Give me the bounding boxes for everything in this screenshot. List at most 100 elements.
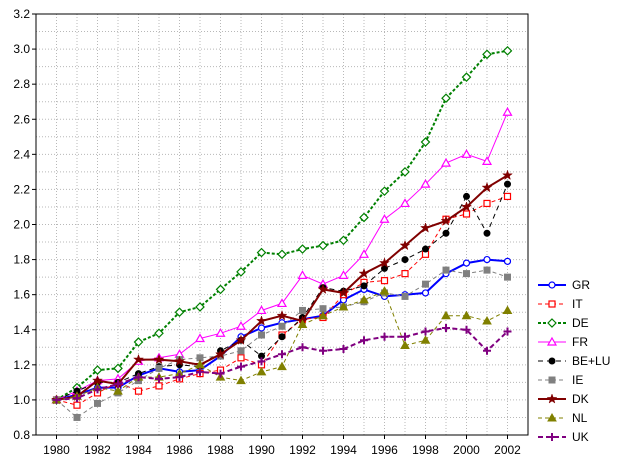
- data-point: [153, 353, 165, 365]
- data-point: [379, 286, 390, 295]
- data-point: [503, 327, 512, 336]
- data-point: [174, 307, 185, 318]
- y-tick-label: 2.8: [13, 77, 30, 91]
- y-tick-label: 3.0: [13, 42, 30, 56]
- data-point: [93, 385, 102, 394]
- legend-label: UK: [572, 430, 589, 444]
- data-point: [483, 255, 491, 264]
- data-point: [299, 306, 306, 314]
- data-point: [277, 361, 287, 371]
- data-point: [258, 331, 265, 339]
- legend-swatch-marker: [546, 336, 558, 346]
- data-point: [401, 292, 409, 300]
- data-point: [134, 387, 143, 395]
- data-point: [276, 298, 288, 308]
- data-point: [420, 137, 431, 147]
- data-point: [257, 324, 266, 332]
- data-point: [175, 373, 184, 382]
- legend-swatch-marker: [548, 357, 556, 365]
- y-tick-label: 1.8: [13, 253, 30, 267]
- legend-item-de: DE: [538, 316, 589, 330]
- data-point: [399, 198, 411, 208]
- data-point: [359, 294, 369, 304]
- data-point: [481, 181, 493, 193]
- series-line-it: [56, 195, 508, 406]
- y-tick-label: 2.6: [13, 112, 30, 126]
- x-tick-label: 1980: [43, 443, 70, 457]
- data-point: [113, 386, 123, 395]
- legend-item-ie: IE: [538, 373, 583, 387]
- legend-item-it: IT: [538, 297, 583, 311]
- data-point: [502, 45, 513, 56]
- data-point: [422, 245, 429, 253]
- legend-label: DK: [572, 392, 589, 406]
- x-tick-label: 1982: [84, 443, 111, 457]
- y-axis: 0.8 1.0 1.2 1.4 1.6 1.8 2.0 2.2 2.4 2.6 2.8 3.0 3.2: [13, 7, 36, 442]
- data-point: [481, 156, 493, 165]
- y-tick-label: 0.8: [13, 428, 30, 442]
- x-tick-label: 1998: [412, 443, 439, 457]
- y-tick-label: 2.2: [13, 182, 30, 196]
- data-point: [462, 259, 471, 267]
- data-point: [463, 270, 470, 278]
- data-point: [462, 325, 471, 334]
- data-point: [504, 180, 511, 188]
- legend-box: [534, 271, 618, 443]
- data-point: [297, 244, 308, 254]
- y-tick-label: 1.0: [13, 393, 30, 407]
- data-point: [237, 362, 245, 371]
- data-point: [256, 366, 267, 376]
- y-tick-label: 1.4: [13, 323, 30, 337]
- x-tick-label: 1994: [330, 443, 357, 457]
- data-point: [173, 355, 186, 367]
- data-point: [401, 332, 409, 341]
- data-point: [420, 178, 431, 188]
- data-point: [483, 229, 491, 237]
- data-point: [256, 247, 267, 258]
- data-point: [442, 266, 450, 274]
- data-point: [194, 333, 206, 343]
- data-point: [317, 283, 329, 295]
- y-tick-label: 1.6: [13, 288, 30, 302]
- data-point: [235, 321, 247, 330]
- data-point: [441, 93, 451, 104]
- data-point: [420, 335, 431, 344]
- legend-label: BE+LU: [572, 354, 610, 368]
- data-point: [214, 348, 227, 360]
- data-point: [440, 215, 452, 226]
- data-point: [94, 399, 101, 407]
- x-tick-label: 1990: [248, 443, 275, 457]
- data-point: [73, 413, 81, 421]
- data-point: [379, 186, 390, 197]
- data-point: [419, 222, 432, 233]
- data-point: [380, 277, 389, 285]
- data-point: [319, 346, 327, 355]
- data-point: [502, 305, 513, 314]
- legend-label: GR: [572, 278, 590, 292]
- data-point: [134, 373, 143, 382]
- legend-swatch-marker: [548, 433, 556, 441]
- legend: GR IT DE FR BE+LU IE DK NL UK: [534, 271, 618, 444]
- data-point: [461, 149, 472, 158]
- data-point: [502, 107, 513, 116]
- data-point: [399, 239, 411, 251]
- data-point: [359, 212, 369, 223]
- data-point: [360, 336, 368, 345]
- series-dk: [50, 169, 514, 405]
- x-tick-label: 2000: [453, 443, 480, 457]
- data-point: [297, 270, 308, 279]
- legend-item-nl: NL: [538, 411, 588, 425]
- data-point: [318, 310, 328, 320]
- data-point: [114, 380, 122, 389]
- data-point: [297, 319, 308, 328]
- data-point: [113, 363, 123, 374]
- legend-swatch-marker: [548, 300, 556, 308]
- data-point: [503, 257, 512, 265]
- data-point: [154, 328, 164, 339]
- data-point: [337, 287, 350, 298]
- data-point: [215, 328, 226, 337]
- legend-item-gr: GR: [538, 278, 590, 292]
- data-point: [461, 72, 472, 82]
